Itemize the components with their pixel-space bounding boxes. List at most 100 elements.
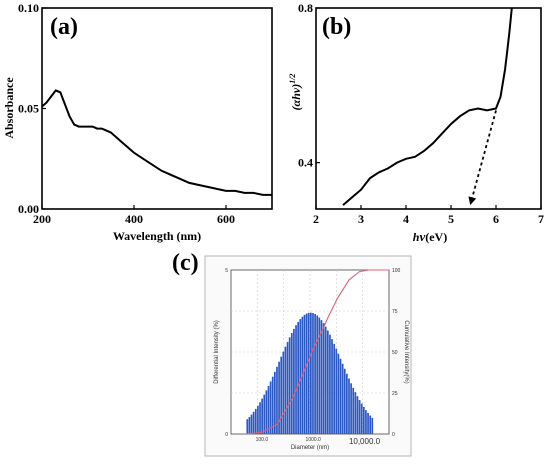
panel-b-ytick-label: 0.8 xyxy=(298,1,313,15)
panel-c-bar xyxy=(339,358,342,434)
panel-c-bar xyxy=(293,328,295,434)
panel-c-bar xyxy=(278,361,280,434)
panel-b-ticks: 2 3 4 5 6 7 0.4 0.8 xyxy=(298,1,544,226)
panel-c-bar xyxy=(324,326,327,434)
panel-c-bar xyxy=(273,371,276,434)
panel-c-bar xyxy=(295,325,297,434)
panel-c-bar xyxy=(303,314,306,434)
panel-c-bar xyxy=(246,419,249,434)
panel-c-bar xyxy=(369,415,372,434)
panel-c-bar xyxy=(282,351,285,434)
panel-c-bar xyxy=(371,417,374,434)
panel-c-bar xyxy=(318,317,321,434)
panel-c-bar xyxy=(297,321,300,434)
panel-b-xtick-label: 7 xyxy=(538,212,544,226)
panel-a-xlabel: Wavelength (nm) xyxy=(113,229,201,243)
panel-c-bar xyxy=(316,315,319,434)
panel-a-ytick-label: 0.05 xyxy=(18,102,39,116)
panel-a-ylabel: Absorbance xyxy=(2,77,16,139)
panel-c-bar xyxy=(259,402,261,434)
panel-c-ytick-right-label: 0 xyxy=(392,432,395,438)
panel-c-bar xyxy=(329,334,331,434)
panel-c-bar xyxy=(333,343,336,434)
panel-c-bar xyxy=(261,398,263,434)
panel-a-ticks: 200 400 600 0.00 0.05 0.10 xyxy=(18,1,235,226)
panel-c-ylabel-left: Differential Intensity (%) xyxy=(214,320,220,384)
panel-c-bar xyxy=(312,313,314,434)
panel-c-bar xyxy=(252,411,255,434)
panel-c-ytick-right-label: 100 xyxy=(392,268,401,274)
panel-c-bar xyxy=(276,366,278,434)
panel-c-label: (c) xyxy=(172,250,199,276)
panel-c-ylabel-right: Cumulative Intensity(%) xyxy=(403,320,409,383)
panel-c-bar xyxy=(299,319,302,434)
panel-a-xtick-label: 400 xyxy=(125,212,143,226)
panel-c-bar xyxy=(326,330,329,434)
panel-b-xtick-label: 5 xyxy=(448,212,454,226)
panel-c-bar xyxy=(348,378,350,434)
panel-c-bar xyxy=(346,373,348,434)
panel-c-bar xyxy=(288,337,291,434)
panel-c-bar xyxy=(337,353,340,434)
panel-a-xtick-label: 600 xyxy=(217,212,235,226)
panel-b: 2 3 4 5 6 7 0.4 0.8 (b) hν(eV) (αhν)1/2 xyxy=(288,1,544,244)
panel-a-xtick-label: 200 xyxy=(33,212,51,226)
panel-c-cumulative-line xyxy=(246,269,389,435)
panel-c-bar xyxy=(290,332,293,434)
panel-c-bar xyxy=(356,396,359,434)
panel-c-bar xyxy=(365,410,367,434)
panel-c-bar xyxy=(286,341,289,434)
panel-c-bar xyxy=(367,412,369,434)
panel-c-bar xyxy=(322,323,325,434)
panel-b-xtick-label: 2 xyxy=(313,212,319,226)
panel-c-bar xyxy=(343,368,346,434)
panel-b-ylabel: (αhν)1/2 xyxy=(288,74,303,111)
panel-c-ytick-right-label: 25 xyxy=(392,391,398,397)
panel-c-bar xyxy=(335,348,338,434)
panel-c-ytick-right-label: 75 xyxy=(392,309,398,315)
panel-c-bar xyxy=(250,414,253,434)
panel-c-bar xyxy=(352,387,355,434)
panel-a-ytick-label: 0.10 xyxy=(18,1,39,15)
panel-c-xtick-label: 100.0 xyxy=(256,437,269,443)
panel-c-bar xyxy=(254,408,257,434)
panel-c-bar xyxy=(360,403,363,434)
panel-c-bar xyxy=(265,390,268,434)
panel-c-bar xyxy=(362,407,365,434)
panel-b-xtick-label: 4 xyxy=(403,212,409,226)
panel-c-ytick-left-label: 0 xyxy=(225,432,228,438)
panel-c-bar xyxy=(248,416,251,434)
panel-b-ytick-label: 0.4 xyxy=(298,156,313,170)
panel-c-ytick-left-label: 5 xyxy=(225,268,228,274)
panel-a-absorbance-line xyxy=(41,89,272,196)
panel-a-label: (a) xyxy=(50,14,78,40)
panel-c-bar xyxy=(310,312,312,434)
panel-b-xtick-label: 6 xyxy=(493,212,499,226)
panel-c-xlabel: Diameter (nm) xyxy=(291,445,329,451)
panel-c-bar xyxy=(263,394,266,434)
panel-c-bar xyxy=(350,383,352,434)
panel-a: 200 400 600 0.00 0.05 0.10 (a) Wavelength (nm… xyxy=(2,1,273,243)
panel-c-bar xyxy=(314,314,316,434)
panel-c-bar xyxy=(267,386,270,434)
panel-c-bar xyxy=(269,381,272,434)
panel-b-tangent-arrow xyxy=(468,110,497,206)
panel-c-bar xyxy=(354,392,357,434)
panel-c-bar xyxy=(320,320,323,434)
panel-b-frame xyxy=(315,7,542,210)
panel-c-xtick-label: 1000.0 xyxy=(306,437,322,443)
panel-b-xlabel: hν(eV) xyxy=(413,229,447,244)
panel-b-tauc-line xyxy=(342,7,513,206)
panel-c-bar xyxy=(280,356,283,434)
panel-c-bar xyxy=(257,405,259,434)
panel-c-bar xyxy=(271,376,274,434)
panel-c-bar xyxy=(341,363,344,434)
panel-c-bar xyxy=(307,312,310,434)
panel-a-ytick-label: 0.00 xyxy=(18,202,39,216)
panel-c-bars xyxy=(246,312,374,434)
panel-c-bar xyxy=(284,346,287,434)
panel-b-label: (b) xyxy=(322,14,351,40)
